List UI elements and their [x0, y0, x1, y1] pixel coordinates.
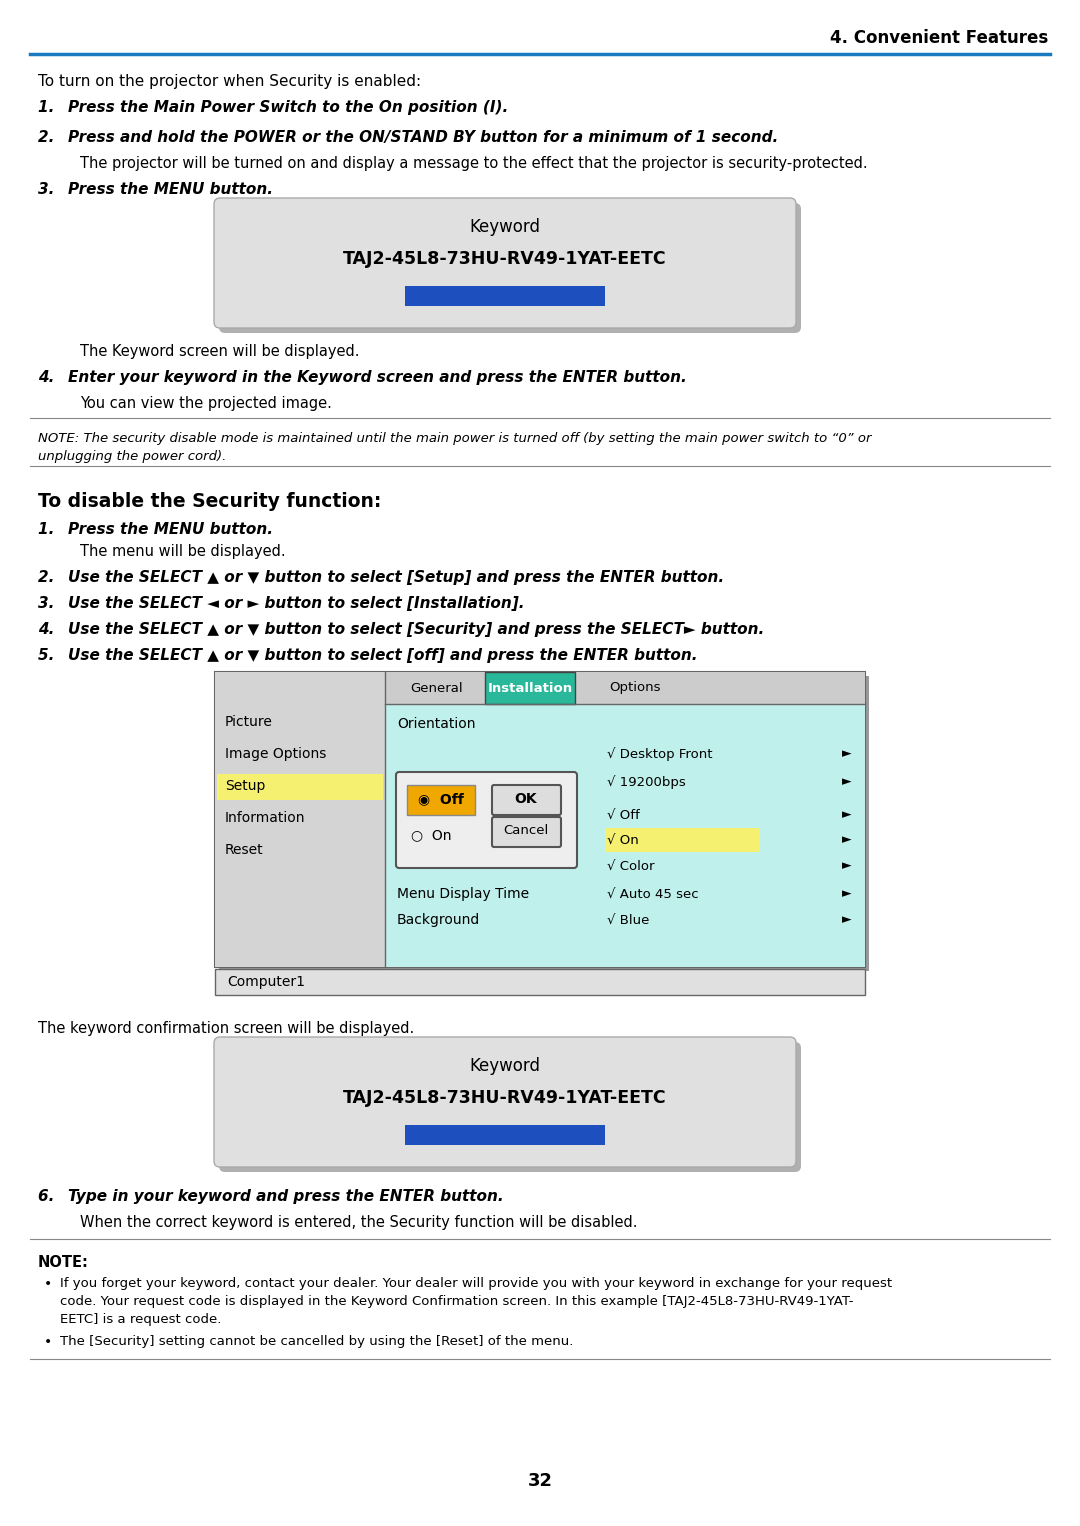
Text: 3.: 3.	[38, 597, 65, 610]
Bar	[407, 784, 475, 815]
Text: To turn on the projector when Security is enabled:: To turn on the projector when Security i…	[38, 73, 421, 89]
Text: NOTE:: NOTE:	[38, 1254, 89, 1270]
FancyBboxPatch shape	[214, 198, 796, 328]
Text: √ Blue: √ Blue	[607, 914, 649, 926]
Text: The keyword confirmation screen will be displayed.: The keyword confirmation screen will be …	[38, 1021, 415, 1036]
Text: Image Options: Image Options	[225, 748, 326, 761]
Text: TAJ2-45L8-73HU-RV49-1YAT-EETC: TAJ2-45L8-73HU-RV49-1YAT-EETC	[343, 1090, 666, 1106]
Text: Information: Information	[225, 810, 306, 826]
Text: Background: Background	[397, 913, 481, 926]
Text: ►: ►	[842, 888, 852, 900]
Bar	[384, 671, 865, 703]
Text: TAJ2-45L8-73HU-RV49-1YAT-EETC: TAJ2-45L8-73HU-RV49-1YAT-EETC	[343, 250, 666, 269]
Text: Use the SELECT ▲ or ▼ button to select [Security] and press the SELECT► button.: Use the SELECT ▲ or ▼ button to select […	[68, 623, 765, 636]
Text: Use the SELECT ▲ or ▼ button to select [off] and press the ENTER button.: Use the SELECT ▲ or ▼ button to select […	[68, 649, 698, 662]
Text: 4.: 4.	[38, 623, 65, 636]
Text: You can view the projected image.: You can view the projected image.	[80, 397, 332, 410]
Text: √ On: √ On	[607, 833, 638, 847]
Text: To disable the Security function:: To disable the Security function:	[38, 491, 381, 511]
Bar	[215, 969, 865, 995]
Text: Cancel: Cancel	[503, 824, 549, 838]
Text: √ 19200bps: √ 19200bps	[607, 775, 686, 789]
Bar	[217, 774, 383, 800]
Text: ►: ►	[842, 833, 852, 847]
Text: 2.: 2.	[38, 130, 65, 145]
Text: Keyword: Keyword	[470, 218, 540, 237]
Bar	[215, 671, 384, 967]
Text: General: General	[410, 682, 463, 694]
Text: code. Your request code is displayed in the Keyword Confirmation screen. In this: code. Your request code is displayed in …	[60, 1296, 853, 1308]
Text: ►: ►	[842, 859, 852, 873]
Text: 5.: 5.	[38, 649, 65, 662]
Bar	[215, 671, 865, 967]
Text: Picture: Picture	[225, 716, 273, 729]
Text: Computer1: Computer1	[227, 975, 305, 989]
Text: NOTE: The security disable mode is maintained until the main power is turned off: NOTE: The security disable mode is maint…	[38, 432, 872, 446]
Text: 4. Convenient Features: 4. Convenient Features	[829, 29, 1048, 47]
Text: 1.: 1.	[38, 101, 65, 114]
Text: 2.: 2.	[38, 571, 65, 584]
Text: Reset: Reset	[225, 842, 264, 858]
Text: 3.: 3.	[38, 182, 65, 197]
FancyBboxPatch shape	[492, 816, 561, 847]
Text: Use the SELECT ▲ or ▼ button to select [Setup] and press the ENTER button.: Use the SELECT ▲ or ▼ button to select […	[68, 571, 724, 584]
Text: Press and hold the POWER or the ON/STAND BY button for a minimum of 1 second.: Press and hold the POWER or the ON/STAND…	[68, 130, 779, 145]
Bar	[485, 671, 575, 703]
FancyBboxPatch shape	[396, 772, 577, 868]
Text: √ Off: √ Off	[607, 809, 639, 821]
Text: √ Color: √ Color	[607, 859, 654, 873]
Bar	[217, 742, 383, 768]
Text: Orientation: Orientation	[397, 717, 475, 731]
Text: •: •	[44, 1277, 52, 1291]
Text: 32: 32	[527, 1473, 553, 1489]
Text: OK: OK	[515, 792, 538, 806]
Text: ►: ►	[842, 748, 852, 760]
Bar	[384, 703, 865, 967]
Text: The projector will be turned on and display a message to the effect that the pro: The projector will be turned on and disp…	[80, 156, 867, 171]
Text: When the correct keyword is entered, the Security function will be disabled.: When the correct keyword is entered, the…	[80, 1215, 637, 1230]
Text: Press the MENU button.: Press the MENU button.	[68, 182, 273, 197]
FancyBboxPatch shape	[214, 1038, 796, 1167]
Text: •: •	[44, 1335, 52, 1349]
Bar	[605, 829, 760, 852]
Text: Menu Display Time: Menu Display Time	[397, 887, 529, 900]
Text: 4.: 4.	[38, 369, 65, 385]
Bar	[219, 676, 869, 971]
Bar	[217, 838, 383, 864]
Text: √ Desktop Front: √ Desktop Front	[607, 748, 713, 761]
Text: Press the MENU button.: Press the MENU button.	[68, 522, 273, 537]
Text: ►: ►	[842, 775, 852, 789]
Text: √ Auto 45 sec: √ Auto 45 sec	[607, 888, 699, 900]
Text: 1.: 1.	[38, 522, 65, 537]
Bar	[405, 1125, 605, 1144]
Text: Keyword: Keyword	[470, 1058, 540, 1074]
Text: ►: ►	[842, 809, 852, 821]
Text: EETC] is a request code.: EETC] is a request code.	[60, 1312, 221, 1326]
Text: 6.: 6.	[38, 1189, 65, 1204]
Text: Type in your keyword and press the ENTER button.: Type in your keyword and press the ENTER…	[68, 1189, 503, 1204]
Text: The Keyword screen will be displayed.: The Keyword screen will be displayed.	[80, 343, 360, 359]
Text: ◉  Off: ◉ Off	[418, 792, 464, 806]
Text: Setup: Setup	[225, 778, 266, 794]
FancyBboxPatch shape	[219, 1042, 801, 1172]
Text: If you forget your keyword, contact your dealer. Your dealer will provide you wi: If you forget your keyword, contact your…	[60, 1277, 892, 1289]
Text: ○  On: ○ On	[411, 829, 451, 842]
Text: The menu will be displayed.: The menu will be displayed.	[80, 543, 285, 559]
Text: ►: ►	[842, 914, 852, 926]
Bar	[405, 285, 605, 307]
Text: Press the Main Power Switch to the On position (I).: Press the Main Power Switch to the On po…	[68, 101, 509, 114]
Text: unplugging the power cord).: unplugging the power cord).	[38, 450, 227, 462]
FancyBboxPatch shape	[492, 784, 561, 815]
Text: Use the SELECT ◄ or ► button to select [Installation].: Use the SELECT ◄ or ► button to select […	[68, 597, 525, 610]
Text: Installation: Installation	[487, 682, 572, 694]
FancyBboxPatch shape	[219, 203, 801, 333]
Text: Enter your keyword in the Keyword screen and press the ENTER button.: Enter your keyword in the Keyword screen…	[68, 369, 687, 385]
Text: Options: Options	[609, 682, 661, 694]
Bar	[217, 806, 383, 832]
Bar	[217, 710, 383, 736]
Text: The [Security] setting cannot be cancelled by using the [Reset] of the menu.: The [Security] setting cannot be cancell…	[60, 1335, 573, 1347]
